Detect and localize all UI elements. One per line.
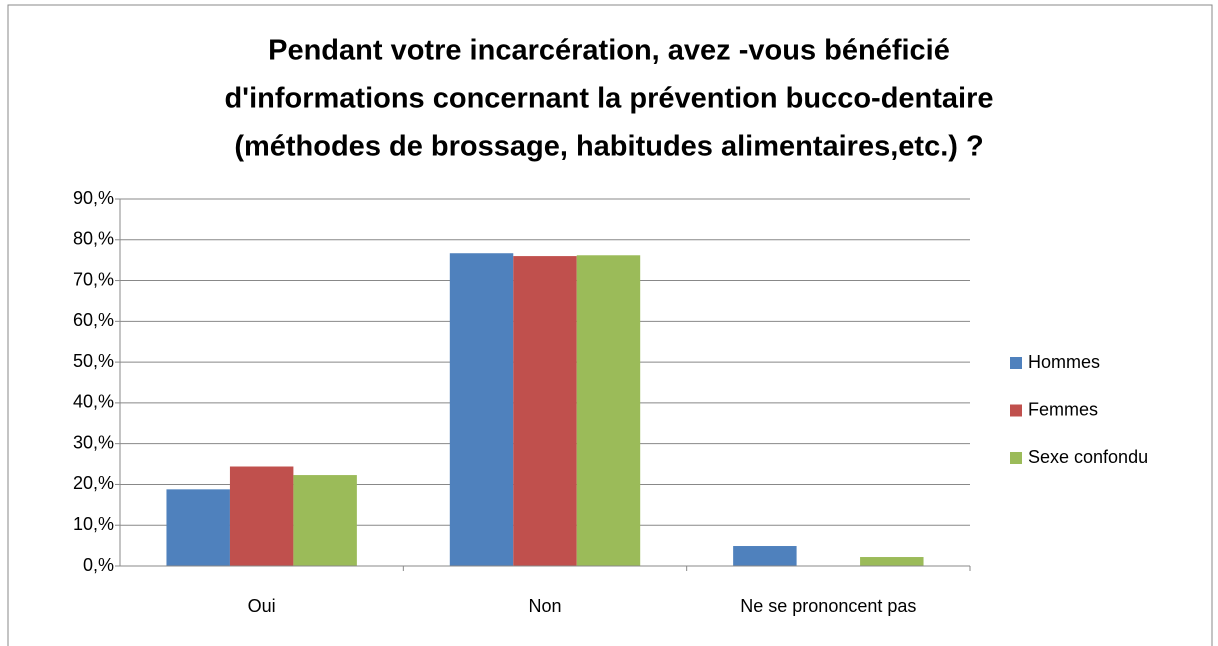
x-tick-label: Oui (248, 596, 276, 616)
chart-title: (méthodes de brossage, habitudes aliment… (234, 131, 983, 163)
legend-swatch (1010, 452, 1022, 464)
bar (229, 466, 294, 566)
x-tick-label: Non (528, 596, 561, 616)
legend-label: Hommes (1028, 352, 1100, 372)
y-tick-label: 30,% (73, 432, 114, 452)
bar (860, 557, 924, 566)
y-tick-label: 10,% (73, 514, 114, 534)
legend-label: Sexe confondu (1028, 447, 1148, 467)
bar (293, 475, 357, 566)
bar (166, 489, 230, 566)
y-tick-label: 90,% (73, 188, 114, 208)
y-tick-label: 80,% (73, 229, 114, 249)
y-tick-label: 70,% (73, 269, 114, 289)
legend-label: Femmes (1028, 399, 1098, 419)
bar (733, 546, 797, 566)
bar (576, 255, 641, 567)
y-tick-label: 60,% (73, 310, 114, 330)
legend-swatch (1010, 357, 1022, 369)
y-tick-label: 40,% (73, 392, 114, 412)
bar (449, 253, 514, 567)
y-tick-label: 0,% (83, 555, 114, 575)
legend-swatch (1010, 404, 1022, 417)
x-tick-label: Ne se prononcent pas (740, 596, 916, 616)
bar (513, 256, 577, 566)
chart-title: Pendant votre incarcération, avez -vous … (268, 35, 950, 67)
y-tick-label: 50,% (73, 351, 114, 371)
y-tick-label: 20,% (73, 473, 114, 493)
chart-title: d'informations concernant la prévention … (224, 83, 993, 115)
